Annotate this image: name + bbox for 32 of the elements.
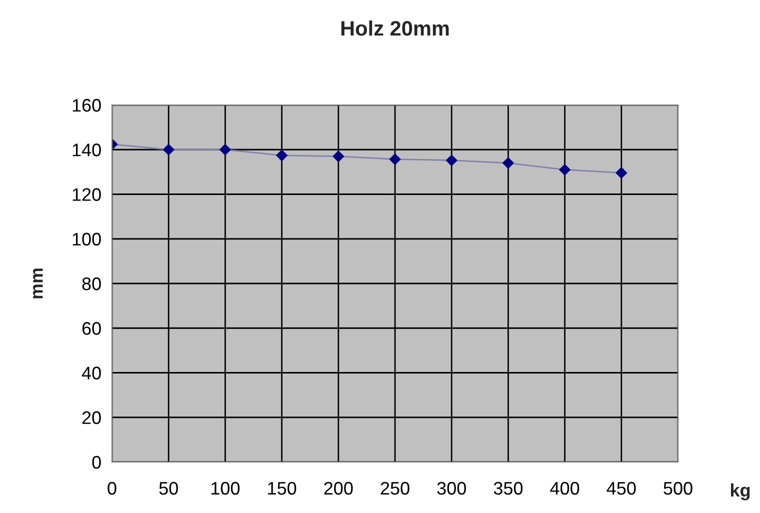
- point: [389, 154, 401, 165]
- y-tick-label: 80: [82, 277, 101, 290]
- x-tick-label: 250: [380, 482, 410, 495]
- point: [162, 144, 174, 156]
- x-tick-label: 50: [159, 482, 178, 495]
- x-tick-label: 100: [212, 482, 240, 495]
- y-tick-label: 120: [72, 188, 101, 201]
- y-tick-label: 40: [82, 366, 101, 380]
- y-tick-label: 140: [72, 144, 101, 156]
- x-tick-label: 150: [268, 482, 296, 495]
- x-tick-label: 500: [664, 482, 692, 495]
- x-tick-label: 350: [494, 482, 523, 495]
- chart-title: Holz 20mm: [341, 20, 449, 36]
- x-tick-label: 450: [606, 482, 636, 495]
- point: [446, 154, 458, 166]
- y-tick-label: 0: [92, 456, 101, 469]
- y-tick-label: 160: [72, 98, 101, 112]
- point: [502, 157, 514, 169]
- x-tick-label: 200: [324, 482, 353, 495]
- point: [616, 167, 628, 178]
- point: [220, 144, 231, 156]
- x-tick-label: 400: [550, 482, 580, 495]
- y-tick-label: 60: [82, 322, 101, 335]
- point: [332, 150, 344, 162]
- y-tick-label: 20: [82, 411, 101, 424]
- x-tick-label: 300: [437, 482, 466, 495]
- y-axis-title: mm: [32, 268, 43, 298]
- x-axis-title: kg: [730, 483, 750, 500]
- point: [276, 150, 288, 162]
- x-tick-label: 0: [108, 482, 116, 495]
- point: [559, 164, 570, 176]
- y-tick-label: 100: [72, 232, 101, 246]
